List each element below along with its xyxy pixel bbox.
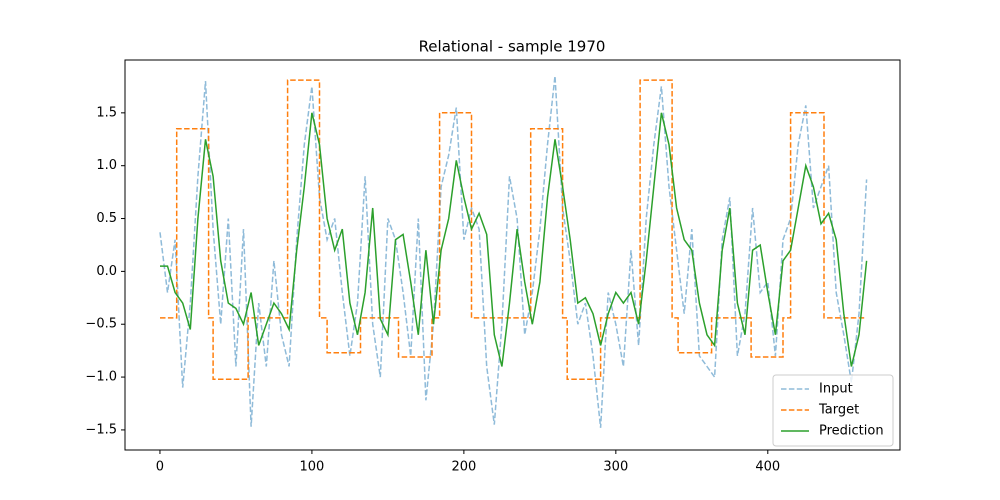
legend-label: Target [818,403,859,418]
x-tick-label: 300 [603,460,628,475]
x-tick-label: 100 [299,460,324,475]
x-tick-label: 400 [755,460,780,475]
series-line [160,112,868,367]
y-tick-label: −1.0 [85,370,117,385]
y-tick-label: 1.5 [96,105,117,120]
chart-title: Relational - sample 1970 [419,38,606,56]
y-tick-label: −0.5 [85,317,117,332]
series-line [159,75,868,428]
legend-box [772,374,894,447]
y-tick-label: −1.5 [85,422,117,437]
plot-frame [124,59,901,451]
legend-label: Input [819,382,853,397]
legend-label: Prediction [819,424,884,439]
x-tick-label: 0 [156,460,164,475]
y-tick-label: 0.0 [96,264,117,279]
y-tick-label: 1.0 [96,158,117,173]
y-tick-label: 0.5 [96,211,117,226]
x-tick-label: 200 [451,460,476,475]
